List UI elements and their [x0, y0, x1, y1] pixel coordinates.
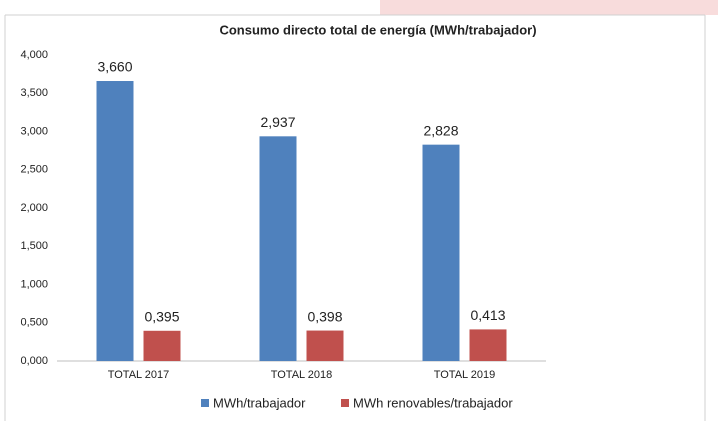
data-label: 2,828	[423, 122, 458, 138]
x-tick-label: TOTAL 2019	[434, 369, 496, 381]
bar	[306, 330, 344, 361]
bar	[469, 329, 507, 361]
y-tick-label: 3,500	[20, 87, 48, 99]
chart-title: Consumo directo total de energía (MWh/tr…	[219, 22, 536, 37]
y-tick-label: 4,000	[20, 49, 48, 61]
y-tick-label: 0,500	[20, 317, 48, 329]
data-label: 2,937	[260, 114, 295, 130]
x-tick-label: TOTAL 2018	[271, 369, 333, 381]
bar	[259, 136, 297, 361]
data-label: 3,660	[97, 59, 132, 75]
y-tick-label: 1,000	[20, 278, 48, 290]
data-label: 0,395	[144, 308, 179, 324]
bar	[422, 144, 460, 361]
background-band	[380, 0, 718, 15]
y-tick-label: 3,000	[20, 125, 48, 137]
legend-label: MWh/trabajador	[213, 395, 306, 410]
y-tick-label: 2,000	[20, 202, 48, 214]
y-tick-label: 0,000	[20, 355, 48, 367]
bar	[143, 330, 181, 361]
legend-swatch	[341, 399, 349, 407]
y-tick-label: 1,500	[20, 240, 48, 252]
y-tick-label: 2,500	[20, 164, 48, 176]
legend-label: MWh renovables/trabajador	[353, 395, 513, 410]
bar	[96, 81, 134, 361]
data-label: 0,398	[307, 308, 342, 324]
legend-swatch	[201, 399, 209, 407]
data-label: 0,413	[470, 307, 505, 323]
x-tick-label: TOTAL 2017	[108, 369, 170, 381]
